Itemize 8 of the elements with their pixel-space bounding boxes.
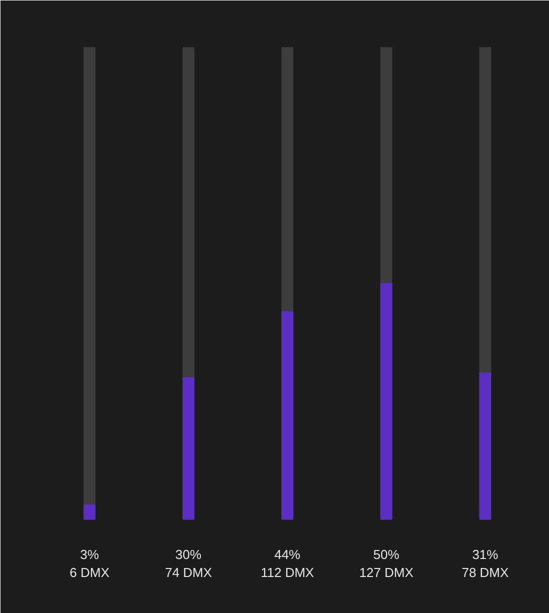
data-label: 50% 127 DMX — [359, 547, 414, 580]
data-label: 44% 112 DMX — [260, 547, 314, 580]
data-label: 3% 6 DMX — [70, 547, 110, 580]
bar — [479, 372, 492, 520]
bar — [84, 504, 96, 520]
data-label: 31% 78 DMX — [462, 547, 510, 580]
bar — [182, 377, 194, 520]
data-label: 30% 74 DMX — [164, 547, 212, 580]
